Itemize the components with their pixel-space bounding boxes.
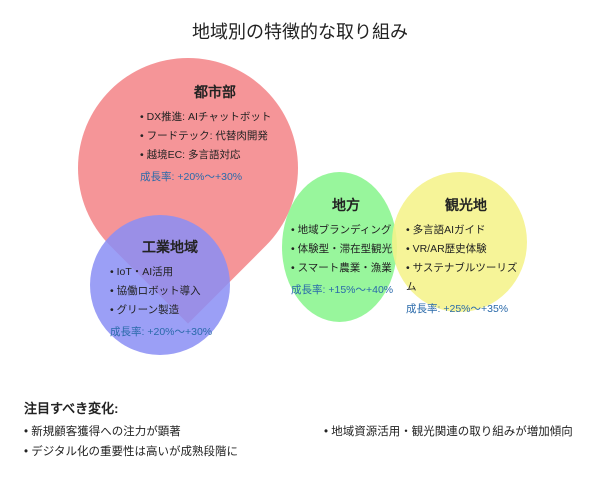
tourism-growth: 成長率: +25%〜+35% [406,301,526,316]
tourism-title: 観光地 [406,195,526,215]
regional-growth: 成長率: +15%〜+40% [291,282,401,297]
tourism-list: 多言語AIガイド VR/AR歴史体験 サステナブルツーリズム [406,221,526,297]
footer-item: 地域資源活用・観光関連の取り組みが増加傾向 [324,423,584,443]
footer-item: 新規顧客獲得への注力が顕著 [24,423,284,443]
list-item: サステナブルツーリズム [406,259,526,297]
growth-label: 成長率: [406,303,440,315]
list-item: VR/AR歴史体験 [406,240,526,259]
footer-col-right: 地域資源活用・観光関連の取り組みが増加傾向 [324,423,584,462]
list-item: IoT・AI活用 [110,263,230,282]
footer-title: 注目すべき変化: [24,398,584,417]
list-item: フードテック: 代替肉開発 [140,127,290,146]
regional-block: 地方 地域ブランディング 体験型・滞在型観光 スマート農業・漁業 成長率: +1… [291,195,401,297]
list-item: 越境EC: 多言語対応 [140,146,290,165]
footer-item: デジタル化の重要性は高いが成熟段階に [24,443,284,463]
growth-label: 成長率: [140,171,174,183]
list-item: DX推進: AIチャットボット [140,108,290,127]
page-title: 地域別の特徴的な取り組み [0,18,600,44]
growth-label: 成長率: [110,326,144,338]
footer-section: 注目すべき変化: 新規顧客獲得への注力が顕著 デジタル化の重要性は高いが成熟段階… [24,398,584,462]
growth-value: +20%〜+30% [177,171,242,183]
urban-list: DX推進: AIチャットボット フードテック: 代替肉開発 越境EC: 多言語対… [140,108,290,165]
list-item: 地域ブランディング [291,221,401,240]
growth-value: +15%〜+40% [328,284,393,296]
regional-title: 地方 [291,195,401,215]
growth-value: +25%〜+35% [443,303,508,315]
list-item: 多言語AIガイド [406,221,526,240]
industrial-block: 工業地域 IoT・AI活用 協働ロボット導入 グリーン製造 成長率: +20%〜… [110,237,230,339]
industrial-list: IoT・AI活用 協働ロボット導入 グリーン製造 [110,263,230,320]
urban-title: 都市部 [140,82,290,102]
list-item: 協働ロボット導入 [110,282,230,301]
industrial-growth: 成長率: +20%〜+30% [110,324,230,339]
urban-block: 都市部 DX推進: AIチャットボット フードテック: 代替肉開発 越境EC: … [140,82,290,184]
growth-value: +20%〜+30% [147,326,212,338]
list-item: グリーン製造 [110,301,230,320]
list-item: スマート農業・漁業 [291,259,401,278]
footer-columns: 新規顧客獲得への注力が顕著 デジタル化の重要性は高いが成熟段階に 地域資源活用・… [24,423,584,462]
footer-col-left: 新規顧客獲得への注力が顕著 デジタル化の重要性は高いが成熟段階に [24,423,284,462]
urban-growth: 成長率: +20%〜+30% [140,169,290,184]
list-item: 体験型・滞在型観光 [291,240,401,259]
tourism-block: 観光地 多言語AIガイド VR/AR歴史体験 サステナブルツーリズム 成長率: … [406,195,526,316]
growth-label: 成長率: [291,284,325,296]
regional-list: 地域ブランディング 体験型・滞在型観光 スマート農業・漁業 [291,221,401,278]
industrial-title: 工業地域 [110,237,230,257]
